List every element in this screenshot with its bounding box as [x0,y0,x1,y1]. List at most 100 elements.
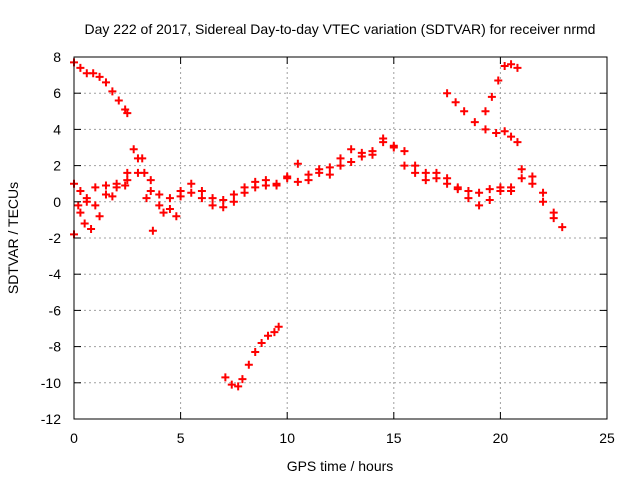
data-point [80,219,89,228]
data-point [293,159,302,168]
series-arc-4-top-right-rising [481,60,522,116]
data-point [148,226,157,235]
y-tick-label: -4 [49,266,62,282]
data-point [108,192,117,201]
data-point [187,179,196,188]
data-point [101,181,110,190]
data-point [129,145,138,154]
data-point [229,190,238,199]
data-point [513,138,522,147]
data-point [197,194,206,203]
x-tick-label: 20 [493,430,509,446]
data-point [133,154,142,163]
data-point [528,179,537,188]
data-point [112,183,121,192]
data-point [347,145,356,154]
data-point [400,161,409,170]
data-point [485,195,494,204]
data-point [485,185,494,194]
data-point [108,87,117,96]
data-point [87,224,96,233]
data-point [146,176,155,185]
x-tick-label: 15 [386,430,402,446]
series-arc-3-top-right [443,89,522,147]
y-tick-label: 2 [53,158,61,174]
data-point [155,201,164,210]
data-point [89,69,98,78]
x-tick-label: 0 [70,430,78,446]
data-point [272,179,281,188]
data-point [539,197,548,206]
data-point [76,186,85,195]
data-point [155,190,164,199]
data-point [172,212,181,221]
data-point [379,134,388,143]
data-point [197,186,206,195]
y-tick-label: -2 [49,230,62,246]
data-point [123,176,132,185]
data-point [500,127,509,136]
x-tick-label: 10 [279,430,295,446]
data-point [389,143,398,152]
y-tick-label: -10 [41,375,61,391]
data-point [165,205,174,214]
data-point [95,72,104,81]
data-point [274,322,283,331]
data-point [283,174,292,183]
data-point [76,208,85,217]
data-point [421,176,430,185]
data-point [238,375,247,384]
data-point [453,185,462,194]
data-point [244,360,253,369]
data-point [336,154,345,163]
data-point [159,208,168,217]
series-arc-1-top-left [70,58,132,118]
data-point [187,188,196,197]
data-point [146,186,155,195]
data-point [507,132,516,141]
data-point [528,172,537,181]
x-axis: 0 5 10 15 20 25 [70,57,615,446]
data-point [240,188,249,197]
data-point [123,168,132,177]
y-tick-label: -8 [49,339,62,355]
data-point [460,107,469,116]
data-point [549,214,558,223]
data-point [496,186,505,195]
data-point [492,129,501,138]
data-point [475,188,484,197]
data-point [165,194,174,203]
data-point [208,201,217,210]
data-point [487,92,496,101]
x-tick-label: 25 [599,430,615,446]
x-axis-label: GPS time / hours [287,458,394,474]
data-point [293,177,302,186]
data-point [229,197,238,206]
data-point [264,331,273,340]
data-point [411,161,420,170]
data-point [513,63,522,72]
data-point [91,183,100,192]
data-point [507,60,516,69]
data-point [315,168,324,177]
data-point [251,183,260,192]
data-point [500,62,509,71]
data-point [517,174,526,183]
series-arc-2-bottom [221,322,283,391]
data-point [133,168,142,177]
x-tick-label: 5 [177,430,185,446]
y-axis-label: SDTVAR / TECUs [5,182,21,294]
y-tick-label: 4 [53,121,61,137]
data-point [517,165,526,174]
data-point [539,188,548,197]
data-point [507,183,516,192]
data-point [421,168,430,177]
data-point [451,98,460,107]
data-point [481,125,490,134]
data-point [142,194,151,203]
data-point [219,195,228,204]
data-point [464,186,473,195]
data-point [432,168,441,177]
data-point [227,380,236,389]
